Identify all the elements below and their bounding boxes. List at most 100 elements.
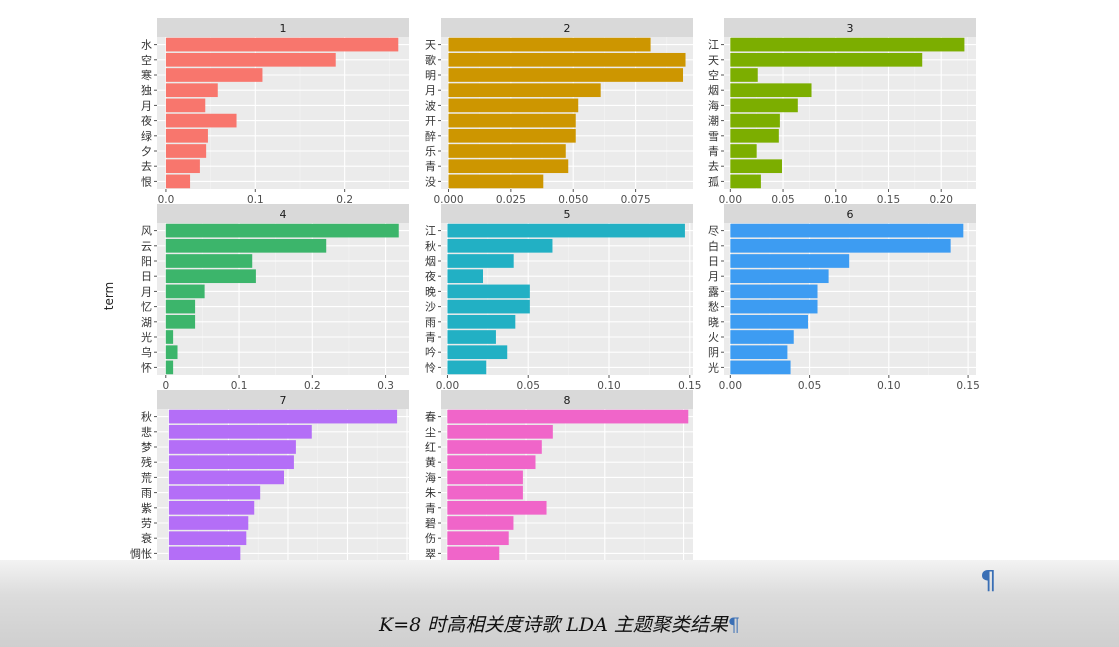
bar (447, 254, 514, 268)
x-tick-label: 0.0 (158, 194, 175, 206)
bar (447, 485, 523, 500)
y-tick-label: 烟 (425, 254, 436, 268)
y-tick-label: 海 (425, 470, 436, 484)
bar (730, 299, 818, 314)
bar (447, 345, 508, 360)
bar (730, 223, 964, 238)
bar (168, 470, 284, 485)
bar (447, 284, 530, 299)
bar (447, 299, 530, 314)
y-tick-label: 空 (708, 68, 719, 82)
y-tick-label: 惆怅 (130, 546, 152, 560)
x-tick-label: 0.15 (877, 194, 900, 206)
bar (165, 299, 196, 314)
bar (447, 531, 509, 546)
bar (448, 174, 544, 189)
x-tick-label: 0.05 (798, 380, 821, 392)
x-tick-label: 0.1 (231, 380, 248, 392)
x-tick-label: 0.20 (930, 194, 953, 206)
facet-strip (157, 390, 409, 409)
x-tick-label: 0.05 (771, 194, 794, 206)
bar (447, 330, 496, 344)
bar (165, 223, 399, 238)
bar (168, 424, 312, 439)
bar (168, 500, 255, 515)
bar (168, 546, 241, 561)
bar (448, 68, 684, 82)
y-tick-label: 青 (425, 160, 436, 173)
y-tick-label: 晓 (708, 316, 719, 329)
bar (730, 52, 923, 67)
y-tick-label: 雨 (141, 487, 152, 500)
y-tick-label: 光 (708, 360, 719, 374)
y-tick-label: 去 (708, 160, 719, 173)
facet-strip-label: 3 (847, 22, 854, 35)
facet-panel-8: 80.000.050.100.15春尘红黄海朱青碧伤翠 (425, 390, 695, 578)
y-tick-label: 夕 (141, 145, 152, 158)
figure-caption: K=8 时高相关度诗歌 LDA 主题聚类结果¶ (0, 610, 1119, 637)
x-tick-label: 0.15 (678, 380, 701, 392)
y-tick-label: 江 (708, 39, 719, 52)
paragraph-mark-icon: ¶ (980, 566, 997, 596)
y-tick-label: 青 (708, 145, 719, 158)
y-tick-label: 明 (425, 69, 436, 82)
bar (730, 314, 808, 329)
paragraph-mark: ¶ (727, 614, 740, 636)
y-tick-label: 尽 (708, 225, 719, 238)
bar (730, 345, 788, 360)
y-tick-label: 云 (141, 240, 152, 253)
x-tick-label: 0.2 (336, 194, 353, 206)
facet-strip-label: 7 (280, 394, 287, 407)
bar (447, 440, 542, 454)
x-tick-label: 0.3 (377, 380, 394, 392)
caption-text: K=8 时高相关度诗歌 LDA 主题聚类结果 (379, 614, 728, 636)
y-axis-title: term (102, 282, 116, 311)
facet-strip (441, 390, 693, 409)
facet-strip-label: 6 (847, 208, 854, 221)
y-tick-label: 愁 (708, 301, 719, 314)
y-tick-label: 尘 (425, 426, 436, 439)
x-tick-label: 0.1 (247, 194, 264, 206)
facet-strip (157, 18, 409, 37)
y-tick-label: 衰 (141, 531, 152, 545)
facet-strip-label: 8 (564, 394, 571, 407)
bar (448, 83, 601, 98)
bar (447, 269, 483, 284)
bar (448, 144, 566, 158)
x-tick-label: 0.15 (956, 380, 979, 392)
y-tick-label: 残 (141, 455, 152, 469)
y-tick-label: 潮 (708, 114, 719, 128)
x-tick-label: 0.10 (597, 380, 620, 392)
y-tick-label: 荒 (141, 471, 152, 484)
y-tick-label: 梦 (141, 441, 152, 454)
y-tick-label: 寒 (141, 68, 152, 82)
facet-strip (441, 18, 693, 37)
bar (165, 113, 237, 128)
facet-strip (157, 204, 409, 223)
facet-strip (724, 204, 976, 223)
bar (730, 330, 794, 344)
bar (168, 516, 249, 530)
facet-strip-label: 4 (280, 208, 287, 221)
y-tick-label: 劳 (141, 517, 152, 530)
x-tick-label: 0.000 (433, 194, 463, 206)
bar (447, 500, 547, 515)
y-tick-label: 春 (425, 411, 436, 424)
y-tick-label: 阴 (708, 346, 719, 359)
y-tick-label: 乌 (141, 345, 152, 359)
bar (165, 52, 336, 67)
bar (165, 314, 196, 329)
bar (165, 68, 263, 82)
y-tick-label: 开 (425, 115, 436, 128)
y-tick-label: 朱 (425, 487, 436, 500)
bar (447, 424, 553, 439)
bar (730, 159, 782, 174)
y-tick-label: 江 (425, 225, 436, 238)
bar (730, 254, 850, 268)
y-tick-label: 夜 (425, 269, 436, 283)
y-tick-label: 青 (425, 502, 436, 515)
